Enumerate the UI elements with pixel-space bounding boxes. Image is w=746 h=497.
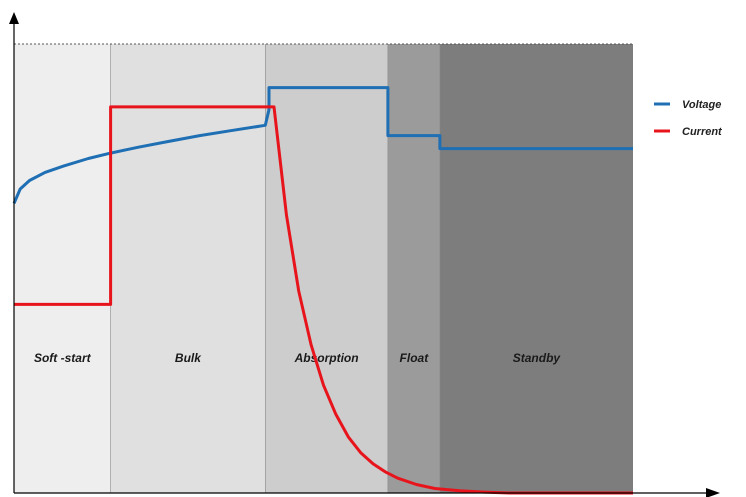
phase-label-float: Float [400, 351, 430, 365]
y-axis-arrow-icon [9, 12, 19, 24]
phase-label-bulk: Bulk [175, 351, 202, 365]
phase-labels: Soft -start Bulk Absorption Float Standby [34, 351, 561, 365]
voltage-line [12, 86, 633, 204]
phase-band-soft-start [14, 44, 111, 493]
phase-band-absorption [265, 44, 388, 493]
phase-label-soft-start: Soft -start [34, 351, 92, 365]
phase-band-standby [439, 44, 633, 493]
legend: Voltage Current [654, 99, 723, 138]
phase-band-float [387, 44, 440, 493]
legend-label-voltage: Voltage [682, 99, 721, 111]
series-lines [12, 86, 633, 495]
current-line [14, 105, 633, 495]
phase-label-absorption: Absorption [294, 351, 359, 365]
phase-label-standby: Standby [513, 351, 562, 365]
legend-label-current: Current [682, 126, 723, 138]
phase-bands [14, 44, 633, 493]
x-axis-arrow-icon [706, 488, 720, 497]
phase-band-bulk [110, 44, 266, 493]
